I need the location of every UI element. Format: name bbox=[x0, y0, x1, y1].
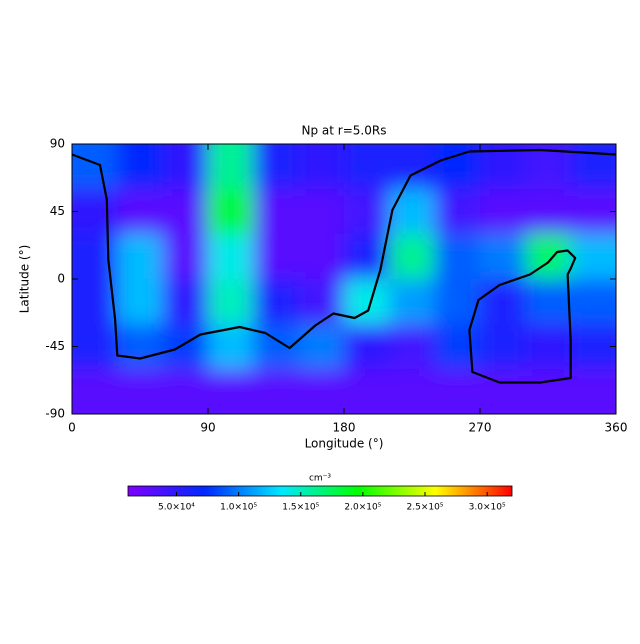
heat-cell bbox=[298, 234, 345, 280]
heat-cell bbox=[253, 369, 300, 414]
colorbar-tick-label: 1.5×10⁵ bbox=[282, 503, 319, 513]
heat-cell bbox=[434, 324, 481, 370]
heat-cell bbox=[480, 189, 526, 235]
heat-cell bbox=[253, 189, 300, 235]
colorbar-tick-label: 2.0×10⁵ bbox=[344, 503, 381, 513]
heat-cell bbox=[480, 144, 526, 190]
heat-cell bbox=[298, 189, 345, 235]
heat-cell bbox=[208, 279, 254, 325]
heat-cell bbox=[117, 369, 164, 414]
y-tick-label: 45 bbox=[50, 204, 65, 218]
x-tick-label: 180 bbox=[333, 421, 356, 435]
heat-cell bbox=[208, 189, 254, 235]
heat-cell bbox=[162, 234, 209, 280]
heat-cell bbox=[389, 324, 436, 370]
heat-cell bbox=[253, 234, 300, 280]
y-tick-label: 0 bbox=[57, 272, 65, 286]
colorbar-tick-label: 2.5×10⁵ bbox=[407, 503, 444, 513]
heat-cell bbox=[72, 279, 118, 325]
x-tick-label: 270 bbox=[469, 421, 492, 435]
heat-cell bbox=[480, 369, 526, 414]
colorbar-tick-label: 3.0×10⁵ bbox=[469, 503, 506, 513]
y-axis-label: Latitude (°) bbox=[18, 245, 32, 314]
heat-cell bbox=[208, 369, 254, 414]
heat-cell bbox=[208, 144, 254, 190]
contours bbox=[72, 148, 616, 384]
colorbar-tick-label: 1.0×10⁵ bbox=[220, 503, 257, 513]
heat-cell bbox=[162, 279, 209, 325]
heat-cell bbox=[117, 189, 164, 235]
colorbar-tick-label: 5.0×10⁴ bbox=[158, 503, 195, 513]
colorbar bbox=[127, 485, 513, 497]
heat-cell bbox=[253, 144, 300, 190]
heat-cell bbox=[344, 189, 390, 235]
heat-cell bbox=[117, 144, 164, 190]
heat-cell bbox=[117, 324, 164, 370]
heat-cell bbox=[434, 144, 481, 190]
heat-cell bbox=[117, 234, 164, 280]
heatmap-cells bbox=[72, 144, 616, 414]
x-tick-label: 0 bbox=[68, 421, 76, 435]
heat-cell bbox=[162, 369, 209, 414]
heat-cell bbox=[434, 234, 481, 280]
heat-cell bbox=[525, 144, 572, 190]
heat-cell bbox=[570, 369, 616, 414]
heat-cell bbox=[72, 324, 118, 370]
heat-cell bbox=[162, 144, 209, 190]
heat-cell bbox=[72, 369, 118, 414]
heat-cell bbox=[480, 324, 526, 370]
heat-cell bbox=[389, 279, 436, 325]
heatmap bbox=[72, 144, 616, 414]
heat-cell bbox=[389, 189, 436, 235]
heat-cell bbox=[344, 324, 390, 370]
heat-cell bbox=[344, 369, 390, 414]
chart-title: Np at r=5.0Rs bbox=[302, 124, 387, 138]
x-tick-label: 90 bbox=[200, 421, 215, 435]
heat-cell bbox=[570, 324, 616, 370]
heat-cell bbox=[389, 234, 436, 280]
heat-cell bbox=[72, 144, 118, 190]
y-tick-label: -90 bbox=[45, 407, 65, 421]
heat-cell bbox=[117, 279, 164, 325]
heat-cell bbox=[434, 189, 481, 235]
heat-cell bbox=[162, 189, 209, 235]
heat-cell bbox=[389, 144, 436, 190]
heat-cell bbox=[570, 144, 616, 190]
heat-cell bbox=[253, 279, 300, 325]
heat-cell bbox=[72, 189, 118, 235]
heat-cell bbox=[298, 369, 345, 414]
heat-cell bbox=[525, 324, 572, 370]
heat-cell bbox=[525, 369, 572, 414]
heat-cell bbox=[480, 234, 526, 280]
x-tick-label: 360 bbox=[605, 421, 628, 435]
heat-cell bbox=[344, 144, 390, 190]
heat-cell bbox=[162, 324, 209, 370]
heat-cell bbox=[208, 234, 254, 280]
y-tick-label: -45 bbox=[45, 339, 65, 353]
contour-line bbox=[72, 148, 616, 360]
contour-line bbox=[468, 249, 577, 384]
heat-cell bbox=[570, 234, 616, 280]
heat-cell bbox=[389, 369, 436, 414]
heat-cell bbox=[298, 324, 345, 370]
colorbar-label: cm⁻³ bbox=[309, 474, 331, 484]
heat-cell bbox=[570, 189, 616, 235]
heat-cell bbox=[525, 189, 572, 235]
heat-cell bbox=[298, 144, 345, 190]
heat-cell bbox=[298, 279, 345, 325]
heat-cell bbox=[570, 279, 616, 325]
heat-cell bbox=[480, 279, 526, 325]
heat-cell bbox=[434, 369, 481, 414]
x-axis-label: Longitude (°) bbox=[305, 437, 384, 451]
heat-cell bbox=[525, 279, 572, 325]
y-tick-label: 90 bbox=[50, 137, 65, 151]
